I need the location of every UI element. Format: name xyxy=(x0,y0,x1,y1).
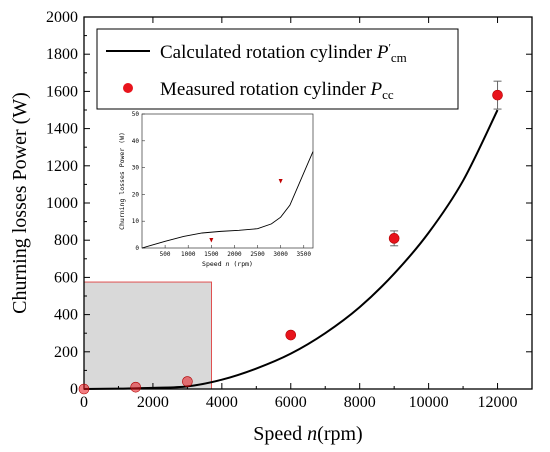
inset-y-tick-label: 50 xyxy=(132,111,140,118)
y-tick-label: 200 xyxy=(54,344,78,361)
x-tick-label: 6000 xyxy=(275,394,307,411)
inset-y-tick-label: 30 xyxy=(132,165,140,172)
measured-point xyxy=(182,376,193,387)
x-axis-title-var: n xyxy=(307,423,317,445)
legend-box xyxy=(96,28,459,110)
inset-x-tick-label: 500 xyxy=(160,251,171,258)
inset-y-tick-label: 20 xyxy=(132,191,140,198)
x-axis-title-suffix: (rpm) xyxy=(317,423,363,445)
x-axis-title-prefix: Speed xyxy=(253,423,307,445)
calculated-curve xyxy=(83,109,499,390)
inset-x-title-suffix: (rpm) xyxy=(229,260,252,268)
inset-x-tick-label: 3500 xyxy=(297,251,312,258)
inset-measured-point xyxy=(209,237,214,243)
measured-point xyxy=(492,89,503,101)
measured-point xyxy=(285,329,297,341)
y-axis-title: Churning losses Power (W) xyxy=(9,92,31,314)
inset-x-title-var: n xyxy=(226,260,230,268)
legend-calc-main: Calculated rotation cylinder xyxy=(160,42,377,63)
measured-point xyxy=(78,383,90,395)
y-tick-label: 1000 xyxy=(46,195,78,212)
x-tick-label: 12000 xyxy=(478,394,518,411)
y-tick-label: 0 xyxy=(70,381,78,398)
y-tick-label: 800 xyxy=(54,232,78,249)
legend-meas-main: Measured rotation cylinder xyxy=(160,79,371,100)
legend-entry-measured: Measured rotation cylinder Pcc xyxy=(160,79,394,102)
inset-x-tick-label: 2500 xyxy=(250,251,265,258)
zoom-highlight-region xyxy=(83,281,213,390)
legend-meas-var: P xyxy=(370,79,383,100)
inset-y-axis-title: Churning losses Power (W) xyxy=(118,132,126,230)
x-tick-label: 10000 xyxy=(409,394,449,411)
legend-calc-prime: ′ xyxy=(388,42,390,54)
inset-y-tick-label: 0 xyxy=(135,245,139,252)
legend-calc-var: P xyxy=(376,42,389,63)
legend-calc-sub: cm xyxy=(391,50,407,65)
inset-y-tick-label: 10 xyxy=(132,218,140,225)
y-tick-label: 600 xyxy=(54,269,78,286)
x-tick-label: 8000 xyxy=(344,394,376,411)
inset-calculated-curve xyxy=(141,151,314,249)
inset-x-tick-label: 1000 xyxy=(181,251,196,258)
legend-entry-calculated: Calculated rotation cylinder P′cm xyxy=(160,42,407,65)
inset-x-tick-label: 1500 xyxy=(204,251,219,258)
legend-meas-sub: cc xyxy=(382,87,394,102)
y-tick-label: 1800 xyxy=(46,46,78,63)
x-tick-label: 2000 xyxy=(137,394,169,411)
inset-x-title-prefix: Speed xyxy=(202,260,225,268)
x-axis-title: Speed n(rpm) xyxy=(253,423,362,445)
measured-point xyxy=(130,381,141,393)
inset-y-tick-label: 40 xyxy=(132,138,140,145)
inset-frame xyxy=(141,113,314,249)
inset-measured-point xyxy=(278,179,283,184)
x-tick-label: 4000 xyxy=(206,394,238,411)
y-tick-label: 1400 xyxy=(46,121,78,138)
y-tick-label: 1200 xyxy=(46,158,78,175)
y-tick-label: 2000 xyxy=(46,9,78,26)
inset-x-tick-label: 2000 xyxy=(227,251,242,258)
inset-background xyxy=(113,110,318,280)
inset-x-tick-label: 3000 xyxy=(273,251,288,258)
y-tick-label: 400 xyxy=(54,307,78,324)
y-tick-label: 1600 xyxy=(46,83,78,100)
legend-dot-symbol xyxy=(123,83,133,93)
measured-point xyxy=(388,233,400,244)
inset-x-axis-title: Speed n (rpm) xyxy=(202,260,253,268)
x-tick-label: 0 xyxy=(80,394,88,411)
